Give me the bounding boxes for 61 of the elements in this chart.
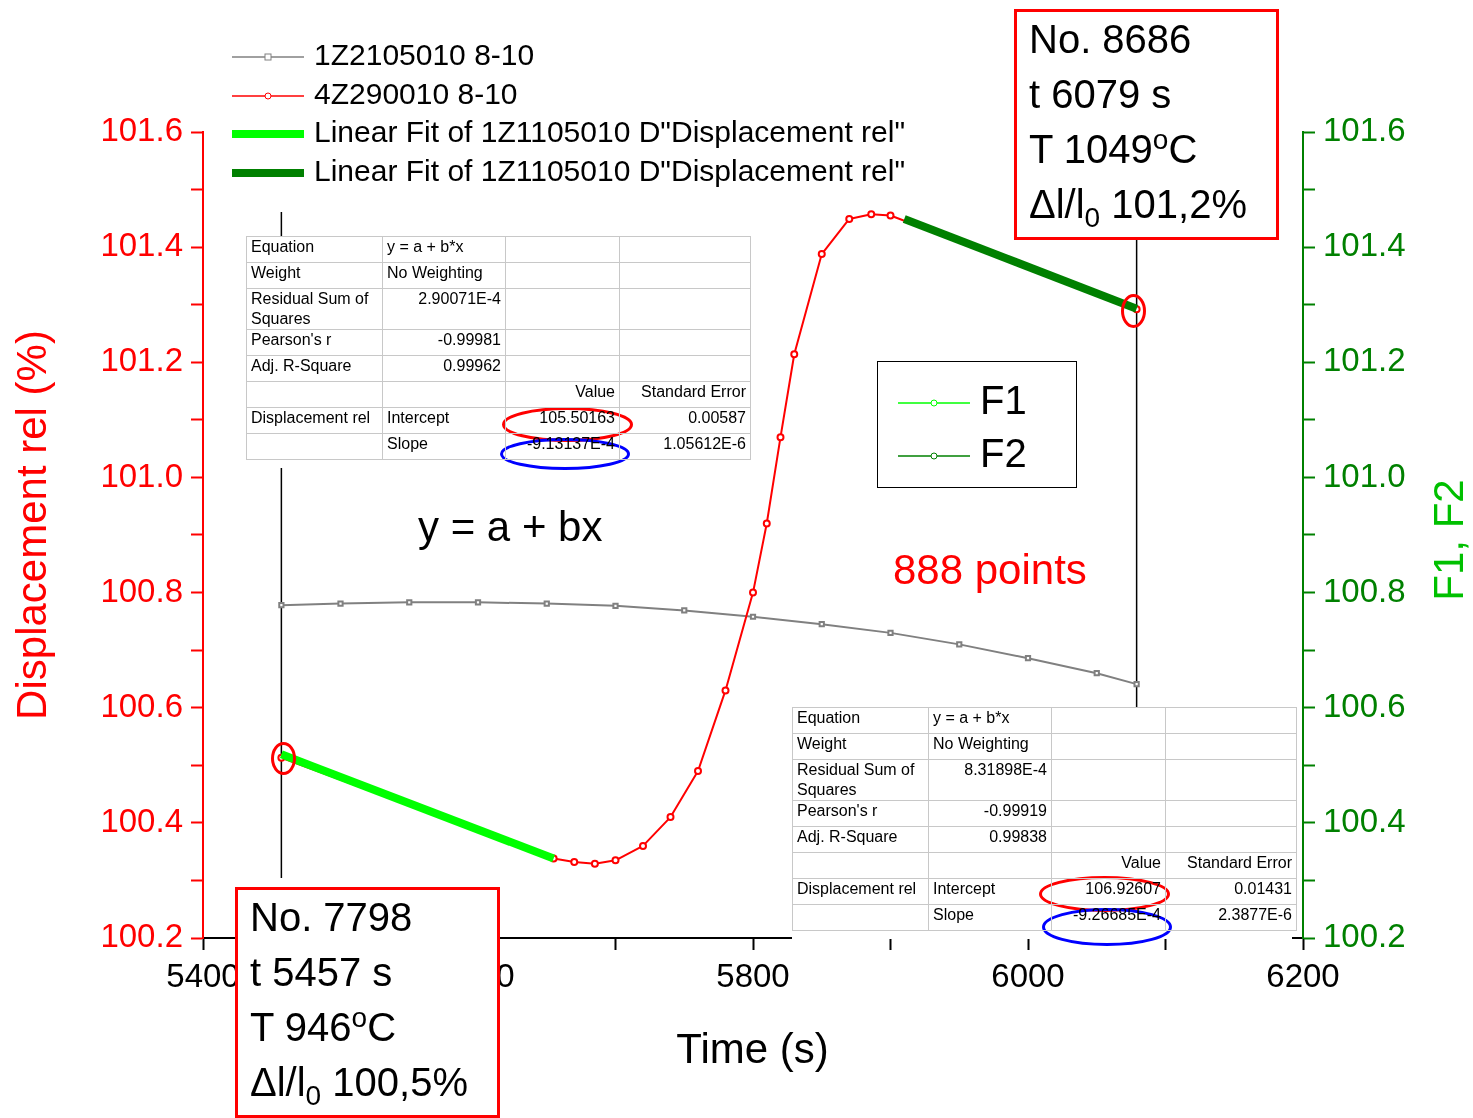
x-tick-label: 6000 (991, 956, 1065, 994)
y2-tick-label: 101.2 (1323, 341, 1406, 379)
point (790, 350, 799, 359)
y-tick-label: 100.4 (100, 801, 183, 839)
point (543, 600, 550, 607)
point (956, 641, 963, 648)
point (818, 621, 825, 628)
annotation: 888 points (893, 546, 1087, 593)
point (749, 613, 757, 620)
point (1133, 680, 1140, 688)
point (845, 214, 854, 223)
point (886, 211, 895, 220)
y2-tick-label: 100.8 (1323, 571, 1406, 609)
y2-tick-label: 100.6 (1323, 686, 1406, 724)
point (867, 210, 876, 219)
y2-tick-label: 101.0 (1323, 456, 1406, 494)
point (1024, 655, 1032, 662)
y2-tick-label: 100.2 (1323, 917, 1406, 955)
point (817, 250, 826, 259)
y-tick-label: 100.6 (100, 686, 183, 724)
legend-label: F2 (980, 431, 1027, 475)
y-tick-label: 100.8 (100, 571, 183, 609)
point (406, 599, 413, 606)
point (474, 599, 482, 606)
point (590, 859, 599, 868)
point (666, 813, 675, 822)
y-tick-label: 100.2 (100, 917, 183, 955)
legend-label: 4Z290010 8-10 (314, 76, 518, 110)
x-tick-label: 6200 (1266, 956, 1340, 994)
legend-label: F1 (980, 378, 1027, 422)
point (887, 629, 894, 636)
point (721, 686, 730, 695)
y2-tick-label: 101.4 (1323, 226, 1406, 264)
x-tick-label: 5800 (716, 956, 790, 994)
point (694, 767, 702, 776)
point (337, 600, 344, 607)
legend-label: Linear Fit of 1Z1105010 D"Displacement rel" (314, 115, 906, 148)
point (749, 588, 757, 597)
x-axis-title: Time (s) (676, 1025, 829, 1072)
text: No. 7798 t 5457 s T 946$^{o}$C Δl/l$_{0}$ 100,5% (250, 895, 468, 1111)
y2-tick-label: 100.4 (1323, 801, 1406, 839)
point (681, 607, 688, 614)
point (776, 433, 785, 442)
y2-tick-label: 101.6 (1323, 111, 1406, 149)
text: No. 8686 t 6079 s T 1049$^{o}$C Δl/l$_{0}$ 101,2% (1029, 17, 1247, 233)
y-axis-title: Displacement rel (%) (8, 330, 55, 720)
y2-axis-title: F1, F2 (1425, 479, 1472, 601)
point (278, 602, 285, 609)
point (611, 856, 620, 865)
y-tick-label: 101.4 (100, 226, 183, 264)
y-tick-label: 101.6 (100, 111, 183, 149)
legend-label: Linear Fit of 1Z1105010 D"Displacement rel" (314, 153, 906, 187)
y-tick-label: 101.0 (100, 456, 183, 494)
point (1093, 670, 1100, 677)
point (762, 519, 771, 528)
point (639, 841, 647, 850)
y-tick-label: 101.2 (100, 341, 183, 379)
legend-label: 1Z2105010 8-10 (314, 38, 535, 71)
point (612, 602, 619, 609)
point (570, 858, 579, 867)
annotation: y = a + bx (418, 503, 603, 550)
